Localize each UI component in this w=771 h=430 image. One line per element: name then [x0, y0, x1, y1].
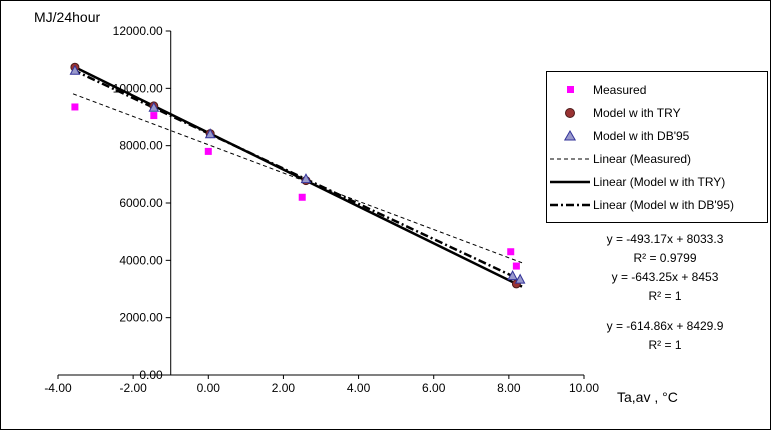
data-point	[298, 193, 306, 201]
legend-item-model-db95: Model w ith DB'95	[547, 124, 767, 147]
legend-swatch	[547, 107, 593, 118]
legend-item-linear-try: Linear (Model w ith TRY)	[547, 170, 767, 193]
data-point	[148, 101, 160, 112]
equation-block-try: y = -643.25x + 8453 R² = 1	[579, 268, 751, 306]
y-tick-label: 12000.00	[113, 24, 163, 38]
triangle-marker-icon	[564, 130, 576, 141]
equation-text: y = -493.17x + 8033.3	[606, 232, 724, 246]
y-tick-label: 2000.00	[119, 311, 163, 325]
equation-text: y = -614.86x + 8429.9	[606, 319, 724, 333]
legend-swatch	[547, 86, 593, 93]
legend-label: Model w ith DB'95	[593, 128, 690, 143]
equation-text: y = -643.25x + 8453	[611, 270, 719, 284]
r-squared-text: R² = 1	[648, 289, 682, 303]
legend-item-linear-measured: Linear (Measured)	[547, 147, 767, 170]
data-point	[507, 248, 515, 256]
legend-swatch	[547, 130, 593, 141]
legend-swatch	[547, 202, 593, 208]
legend-swatch	[547, 156, 593, 162]
y-tick-label: 0.00	[139, 368, 163, 382]
legend-item-model-try: Model w ith TRY	[547, 101, 767, 124]
circle-marker-icon	[565, 107, 575, 118]
dashed-line-icon	[550, 158, 590, 159]
series-triangle	[69, 64, 526, 284]
data-point	[150, 112, 158, 120]
trendline-equations: y = -493.17x + 8033.3 R² = 0.9799 y = -6…	[579, 230, 751, 355]
x-tick-label: 4.00	[347, 381, 371, 395]
trendline-solid	[72, 65, 523, 288]
square-marker-icon	[566, 86, 574, 93]
y-axis-title: MJ/24hour	[34, 9, 101, 25]
y-tick-label: 6000.00	[119, 196, 163, 210]
data-point	[204, 128, 216, 139]
y-tick-label: 4000.00	[119, 253, 163, 267]
legend-item-linear-db95: Linear (Model w ith DB'95)	[547, 193, 767, 216]
legend-label: Model w ith TRY	[593, 105, 681, 120]
r-squared-text: R² = 0.9799	[633, 251, 697, 265]
data-point	[71, 103, 79, 111]
equation-block-measured: y = -493.17x + 8033.3 R² = 0.9799	[579, 230, 751, 268]
x-tick-label: 8.00	[497, 381, 521, 395]
data-point	[300, 173, 312, 184]
data-point	[512, 262, 520, 270]
y-tick-label: 8000.00	[119, 139, 163, 153]
data-point	[204, 147, 212, 155]
legend-label: Linear (Model w ith TRY)	[593, 174, 726, 189]
legend-label: Measured	[593, 82, 647, 97]
series-square	[71, 103, 520, 270]
x-tick-label: -4.00	[44, 381, 72, 395]
equation-block-db95: y = -614.86x + 8429.9 R² = 1	[579, 317, 751, 355]
dashdot-line-icon	[550, 203, 590, 206]
x-tick-label: 10.00	[569, 381, 599, 395]
x-axis-title: Ta,av , °C	[617, 389, 678, 405]
legend-label: Linear (Model w ith DB'95)	[593, 197, 735, 212]
trendline-dashed	[72, 93, 523, 264]
legend: Measured Model w ith TRY Model w ith DB'…	[546, 71, 768, 223]
x-tick-label: 6.00	[422, 381, 446, 395]
data-point	[507, 270, 518, 281]
x-tick-label: -2.00	[119, 381, 147, 395]
data-point	[514, 273, 526, 284]
data-point	[69, 64, 81, 75]
legend-item-measured: Measured	[547, 78, 767, 101]
trendline-dashdot	[72, 68, 523, 282]
legend-swatch	[547, 179, 593, 185]
x-tick-label: 0.00	[197, 381, 221, 395]
x-tick-label: 2.00	[272, 381, 296, 395]
r-squared-text: R² = 1	[648, 338, 682, 352]
solid-line-icon	[550, 180, 590, 183]
legend-label: Linear (Measured)	[593, 151, 692, 166]
